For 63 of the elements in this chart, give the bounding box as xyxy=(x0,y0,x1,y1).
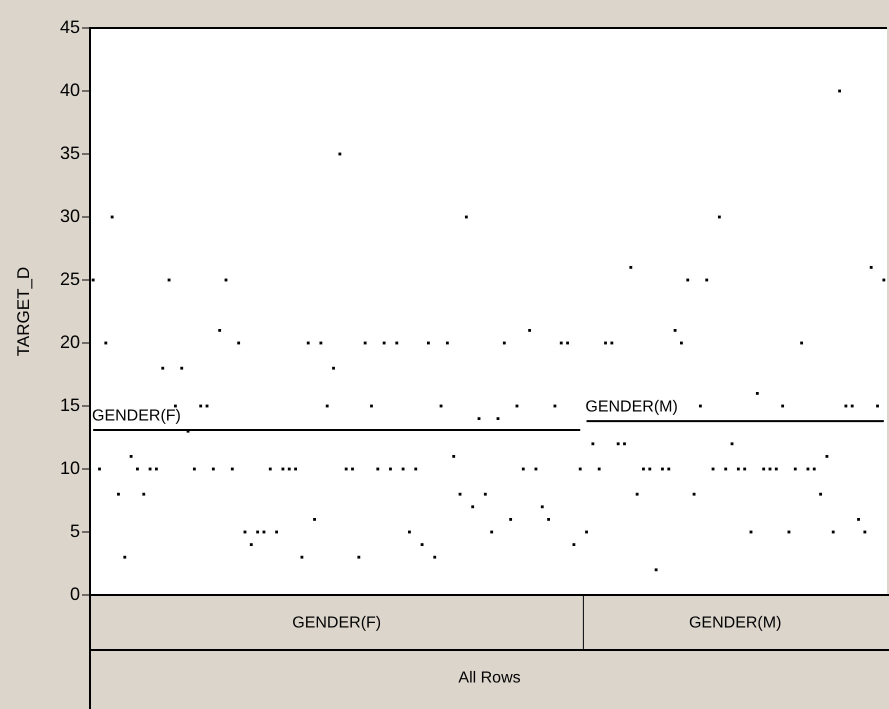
point xyxy=(819,492,822,496)
text: GENDER(F) xyxy=(292,614,382,632)
point xyxy=(756,392,759,395)
text: GENDER(M) xyxy=(688,614,782,632)
point xyxy=(794,468,797,470)
y-tick-label: 35 xyxy=(60,142,80,163)
legend-label: GENDER(F) xyxy=(92,407,181,424)
y-tick-label: 10 xyxy=(60,458,80,478)
point xyxy=(654,568,658,572)
point xyxy=(838,90,841,92)
point xyxy=(585,530,588,534)
point xyxy=(812,468,816,470)
point xyxy=(800,342,804,344)
y-tick-label: 30 xyxy=(60,206,80,226)
point xyxy=(736,468,740,470)
point xyxy=(712,468,714,470)
point xyxy=(648,468,652,470)
y-tick-label: 40 xyxy=(60,80,80,100)
point xyxy=(863,530,866,534)
point xyxy=(686,278,690,282)
point xyxy=(743,468,746,470)
point xyxy=(850,404,854,408)
point xyxy=(730,442,734,446)
point xyxy=(781,404,784,408)
point xyxy=(724,468,728,470)
y-tick-label: 0 xyxy=(70,584,80,604)
point xyxy=(642,468,645,470)
point xyxy=(870,266,873,269)
y-tick-label: 5 xyxy=(70,520,80,541)
y-axis-title: TARGET_D xyxy=(14,266,33,356)
point xyxy=(832,530,835,534)
point xyxy=(876,404,879,408)
point xyxy=(698,404,702,408)
point xyxy=(680,342,683,344)
y-tick-label: 20 xyxy=(60,332,80,352)
point xyxy=(598,468,601,470)
y-tick-label: 15 xyxy=(60,394,80,415)
point xyxy=(674,328,677,332)
point xyxy=(788,530,790,534)
point xyxy=(768,468,772,470)
point xyxy=(692,492,696,496)
point xyxy=(610,342,614,344)
point xyxy=(825,454,828,458)
point xyxy=(636,492,639,496)
point xyxy=(629,266,632,269)
point xyxy=(882,278,886,282)
point xyxy=(750,530,752,534)
point xyxy=(806,468,810,470)
point xyxy=(604,342,607,344)
text: All Rows xyxy=(458,669,521,686)
point xyxy=(762,468,766,470)
y-tick-label: 25 xyxy=(60,268,80,289)
point xyxy=(661,468,664,470)
point xyxy=(718,216,721,218)
point xyxy=(705,278,708,282)
point xyxy=(667,468,670,470)
point xyxy=(857,518,860,521)
series-label: GENDER(M) xyxy=(585,398,678,416)
point xyxy=(591,442,594,446)
point xyxy=(774,468,778,470)
point xyxy=(623,442,626,446)
point xyxy=(844,404,848,408)
y-tick-label: 45 xyxy=(60,16,80,37)
